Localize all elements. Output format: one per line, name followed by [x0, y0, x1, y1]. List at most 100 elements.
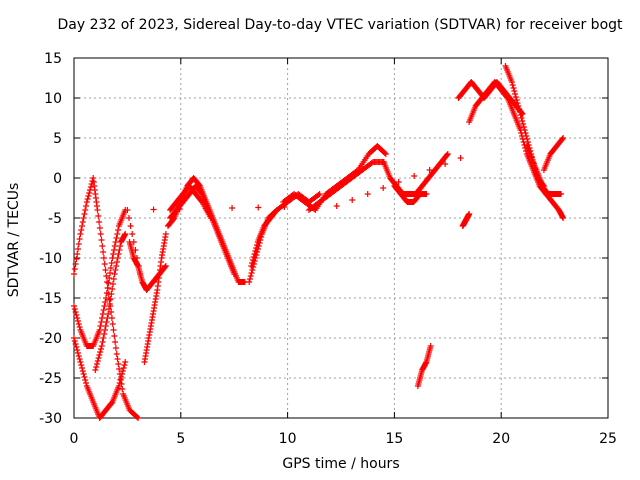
data-point	[100, 307, 107, 313]
data-point	[380, 185, 387, 191]
data-point	[248, 270, 255, 276]
x-tick-label: 15	[385, 431, 403, 447]
data-point	[110, 276, 117, 282]
data-point	[444, 151, 451, 157]
data-point	[74, 347, 81, 353]
data-point	[115, 361, 122, 367]
data-point	[78, 227, 85, 233]
data-point	[109, 255, 116, 261]
series-arc20	[523, 143, 567, 221]
chart-title: Day 232 of 2023, Sidereal Day-to-day VTE…	[57, 17, 623, 33]
data-point	[134, 414, 141, 420]
data-point	[107, 265, 114, 271]
data-point	[75, 318, 82, 324]
data-point	[521, 127, 528, 133]
data-point	[71, 303, 77, 309]
x-tick-label: 25	[599, 431, 617, 447]
series-arc24	[124, 155, 464, 277]
data-point	[75, 246, 82, 252]
data-point	[520, 124, 527, 130]
data-point	[93, 364, 100, 370]
data-point	[113, 263, 120, 269]
series-arc6	[141, 231, 169, 365]
series-arc4	[92, 231, 129, 373]
data-point	[510, 85, 517, 91]
data-point	[134, 255, 141, 261]
data-point	[102, 267, 109, 273]
y-tick-label: -25	[39, 371, 62, 387]
data-point	[508, 79, 515, 85]
data-point	[560, 135, 567, 141]
data-point	[110, 251, 117, 257]
data-point	[75, 241, 82, 247]
data-point	[509, 82, 516, 88]
data-point	[250, 254, 257, 260]
data-point	[249, 260, 256, 266]
data-point	[98, 237, 105, 243]
series-arc14	[380, 151, 451, 197]
series-arc13	[305, 159, 387, 213]
data-point	[457, 155, 464, 161]
data-point	[99, 311, 106, 317]
data-point	[97, 231, 104, 237]
data-point	[112, 267, 119, 273]
data-point	[116, 247, 123, 253]
data-point	[79, 223, 86, 229]
data-point	[516, 106, 523, 112]
data-point	[100, 249, 107, 255]
data-point	[96, 352, 103, 358]
data-point	[79, 365, 86, 371]
grid-lines	[74, 58, 608, 418]
data-point	[81, 374, 88, 380]
data-point	[111, 243, 118, 249]
data-point	[108, 260, 115, 266]
data-point	[76, 324, 83, 330]
x-tick-label: 10	[279, 431, 297, 447]
data-point	[273, 208, 280, 214]
data-point	[129, 231, 136, 237]
data-point	[72, 309, 79, 315]
data-point	[249, 267, 256, 273]
data-point	[120, 365, 127, 371]
data-point	[104, 285, 111, 291]
data-point	[83, 203, 90, 209]
data-point	[96, 219, 103, 225]
data-point	[560, 215, 567, 221]
data-point	[150, 206, 157, 213]
data-point	[99, 339, 106, 345]
y-tick-label: -20	[39, 331, 62, 347]
data-point	[119, 386, 126, 392]
series-arc19	[502, 63, 547, 189]
data-point	[124, 207, 131, 213]
data-point	[119, 371, 126, 377]
data-point	[83, 380, 90, 386]
data-point	[315, 192, 322, 198]
data-point	[207, 215, 214, 221]
data-point	[520, 121, 527, 127]
data-point	[307, 203, 314, 210]
data-point	[76, 356, 83, 362]
data-point	[100, 335, 107, 341]
y-axis-label: SDTVAR / TECUs	[6, 182, 22, 298]
data-point	[71, 338, 78, 344]
data-point	[246, 276, 253, 282]
data-point	[121, 362, 128, 368]
data-point	[92, 367, 99, 373]
data-point	[512, 94, 519, 100]
data-point	[114, 356, 121, 362]
data-point	[135, 263, 142, 269]
data-point	[113, 235, 120, 241]
series-arc2	[71, 207, 129, 349]
data-point	[98, 319, 105, 325]
data-point	[368, 160, 375, 166]
data-point	[110, 327, 117, 333]
data-point	[126, 215, 133, 221]
data-point	[253, 242, 260, 248]
data-point	[102, 323, 109, 329]
data-point	[106, 275, 113, 281]
data-point	[117, 243, 124, 249]
y-tick-label: -10	[39, 251, 62, 267]
data-point	[101, 331, 108, 337]
data-point	[105, 280, 112, 286]
data-point	[116, 380, 123, 386]
